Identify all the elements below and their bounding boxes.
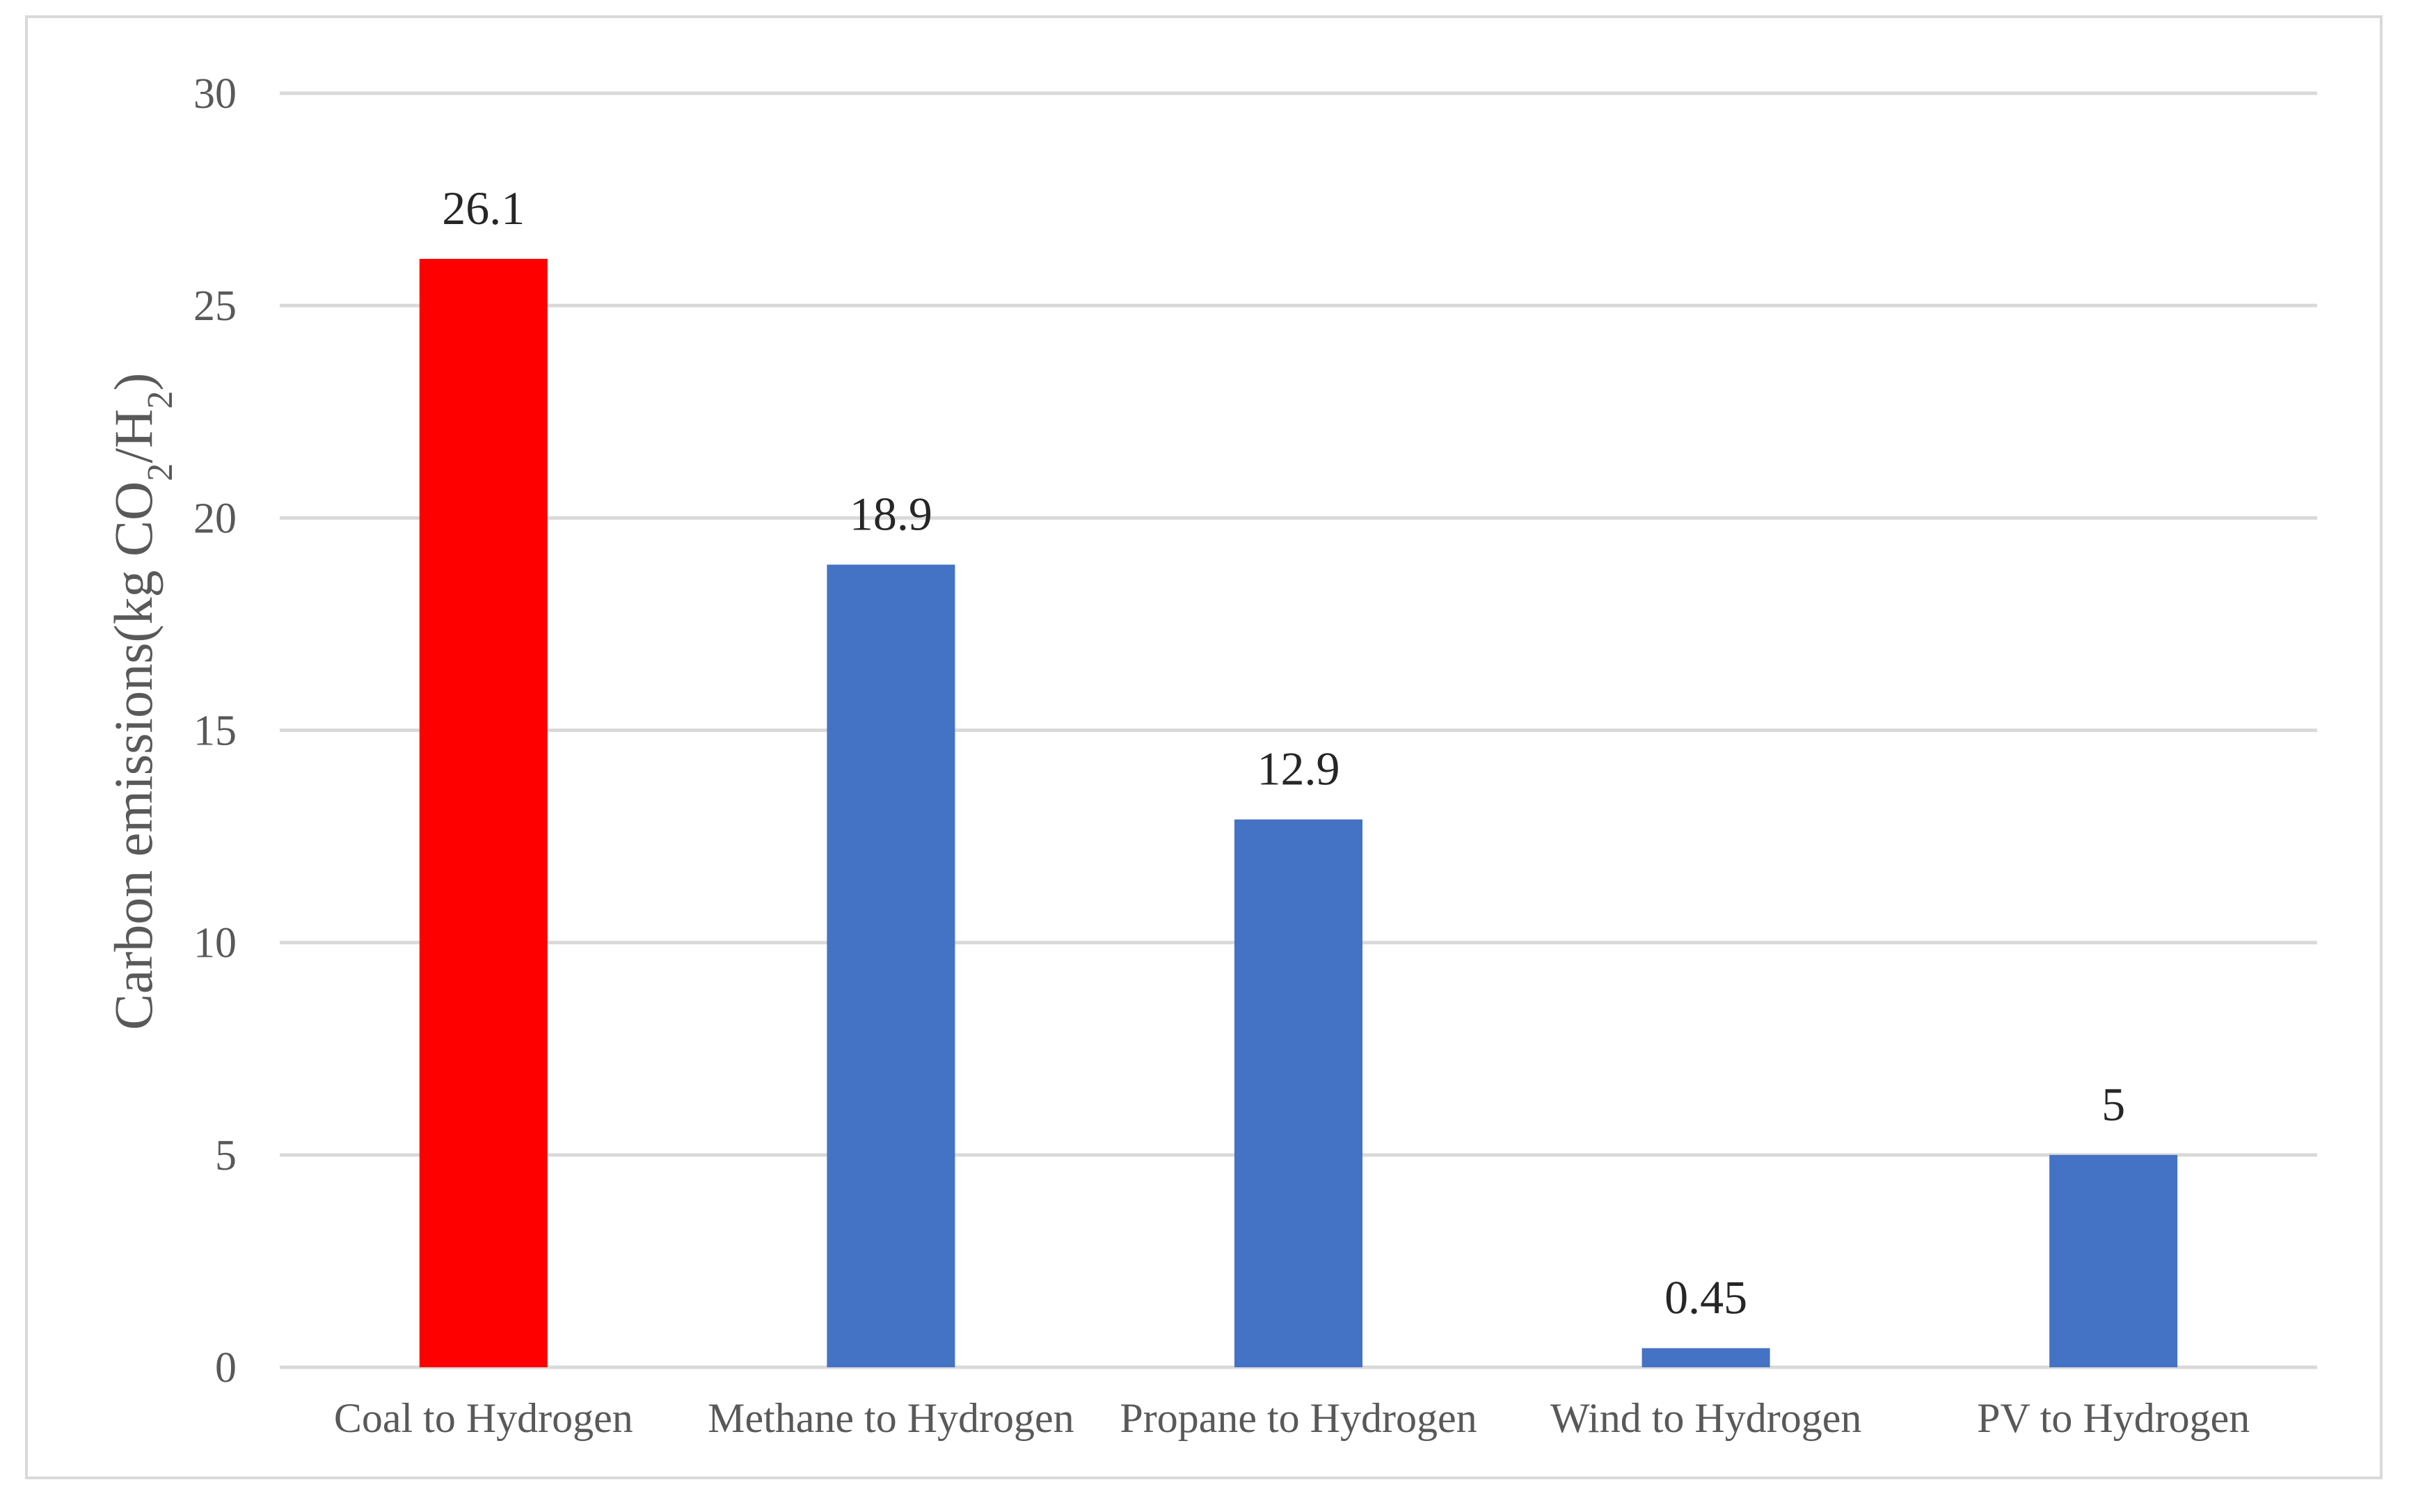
data-label: 26.1 [442, 182, 525, 234]
y-tick-label: 20 [193, 495, 237, 542]
bar [1641, 1348, 1770, 1367]
y-tick-label: 0 [215, 1344, 237, 1392]
data-label: 0.45 [1664, 1271, 1747, 1324]
gridlines [280, 91, 2317, 1369]
category-label: Wind to Hydrogen [1550, 1395, 1862, 1441]
y-tick-label: 5 [215, 1132, 237, 1179]
y-tick-label: 25 [193, 282, 237, 330]
data-labels: 26.1 18.9 12.9 0.45 5 [442, 182, 2125, 1324]
y-tick-label: 10 [193, 920, 237, 967]
category-labels: Coal to Hydrogen Methane to Hydrogen Propa… [334, 1395, 2250, 1441]
bar [419, 259, 548, 1367]
data-label: 18.9 [850, 487, 932, 540]
category-label: Coal to Hydrogen [334, 1395, 633, 1441]
category-label: Methane to Hydrogen [708, 1395, 1074, 1441]
bar [827, 564, 955, 1367]
category-label: Propane to Hydrogen [1120, 1395, 1477, 1441]
y-axis-title: Carbon emissions(kg CO2/H2) [103, 373, 180, 1030]
data-label: 12.9 [1257, 742, 1340, 795]
category-label: PV to Hydrogen [1977, 1395, 2250, 1441]
y-tick-label: 15 [193, 708, 237, 755]
y-axis-ticks: 0 5 10 15 20 25 30 [193, 70, 237, 1392]
y-tick-label: 30 [193, 70, 237, 118]
bars [419, 259, 2178, 1367]
bar [1234, 819, 1362, 1367]
data-label: 5 [2101, 1078, 2125, 1131]
bar [2049, 1154, 2178, 1367]
chart-frame [25, 15, 2383, 1479]
